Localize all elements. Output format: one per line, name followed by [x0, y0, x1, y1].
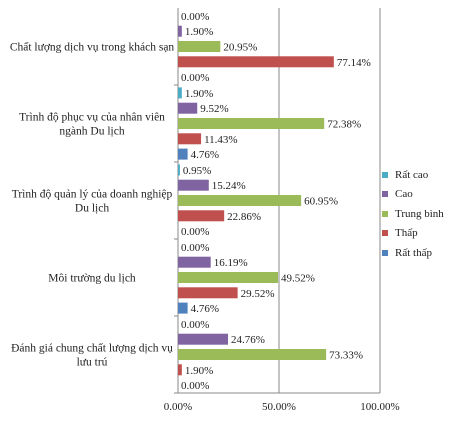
bar-2-0	[178, 41, 221, 52]
data-label: 1.90%	[185, 88, 213, 100]
data-label: 15.24%	[212, 180, 246, 192]
data-label: 22.86%	[227, 211, 261, 223]
category-label: Đánh giá chung chất lượng dịch vụ	[11, 342, 173, 355]
bar-3-3	[178, 287, 238, 299]
data-label: 0.95%	[183, 165, 211, 177]
data-label: 0.00%	[181, 242, 209, 254]
category-label: Trình độ phục vụ của nhân viên	[19, 112, 165, 124]
legend-item: Cao	[382, 185, 444, 205]
category-label: lưu trú	[77, 357, 108, 369]
legend-label: Trung bình	[395, 207, 444, 220]
x-tick-label: 0.00%	[164, 401, 192, 413]
bar-3-2	[178, 210, 225, 222]
legend-swatch	[382, 210, 388, 217]
bar-1-4	[178, 333, 229, 345]
legend-item: Trung bình	[382, 204, 444, 224]
legend-label: Rất cao	[395, 168, 429, 181]
data-label: 77.14%	[337, 57, 371, 69]
data-label: 20.95%	[223, 42, 257, 54]
data-label: 24.76%	[231, 334, 265, 346]
legend-swatch	[382, 191, 388, 198]
category-label: Môi trường du lịch	[48, 273, 136, 285]
legend-item: Thấp	[382, 224, 444, 244]
data-label: 0.00%	[181, 11, 209, 23]
data-label: 0.00%	[181, 226, 209, 238]
bar-2-3	[178, 272, 279, 283]
data-label: 0.00%	[181, 319, 209, 331]
data-label: 9.52%	[200, 103, 228, 115]
category-label: Du lịch	[75, 203, 109, 215]
category-label: Chất lượng dịch vụ trong khách sạn	[10, 41, 175, 54]
data-label: 0.00%	[181, 380, 209, 392]
legend-label: Rất thấp	[395, 246, 432, 259]
x-tick-label: 100.00%	[360, 401, 399, 413]
data-label: 1.90%	[185, 26, 213, 38]
bar-3-1	[178, 133, 202, 145]
bar-1-3	[178, 256, 211, 268]
bar-0-1	[178, 87, 182, 99]
legend-label: Cao	[395, 188, 413, 201]
data-label: 0.00%	[181, 72, 209, 84]
x-tick-label: 50.00%	[262, 401, 296, 413]
chart-legend: Rất cao Cao Trung bình Thấp Rất thấp	[382, 165, 444, 263]
data-label: 16.19%	[214, 257, 248, 269]
category-label: ngành Du lịch	[59, 126, 124, 138]
bar-2-1	[178, 118, 325, 129]
bar-1-0	[178, 25, 182, 37]
bar-4-3	[178, 302, 188, 314]
data-label: 72.38%	[327, 119, 361, 131]
bar-4-1	[178, 148, 188, 160]
data-label: 4.76%	[191, 149, 219, 161]
data-label: 29.52%	[241, 288, 275, 300]
bar-3-4	[178, 364, 182, 376]
bar-3-0	[178, 56, 334, 68]
data-label: 4.76%	[191, 303, 219, 315]
bar-0-2	[178, 164, 180, 176]
legend-swatch	[382, 171, 388, 178]
data-label: 49.52%	[281, 273, 315, 285]
data-label: 73.33%	[329, 350, 363, 362]
bar-2-2	[178, 195, 302, 206]
bar-1-2	[178, 179, 209, 191]
bar-1-1	[178, 102, 198, 114]
bar-2-4	[178, 349, 327, 360]
data-label: 11.43%	[204, 134, 238, 146]
legend-swatch	[382, 249, 388, 256]
category-label: Trình độ quản lý của doanh nghiệp	[12, 189, 173, 201]
data-label: 1.90%	[185, 365, 213, 377]
legend-item: Rất cao	[382, 165, 444, 185]
data-label: 60.95%	[304, 196, 338, 208]
legend-label: Thấp	[395, 227, 418, 240]
legend-item: Rất thấp	[382, 243, 444, 263]
legend-swatch	[382, 230, 388, 237]
